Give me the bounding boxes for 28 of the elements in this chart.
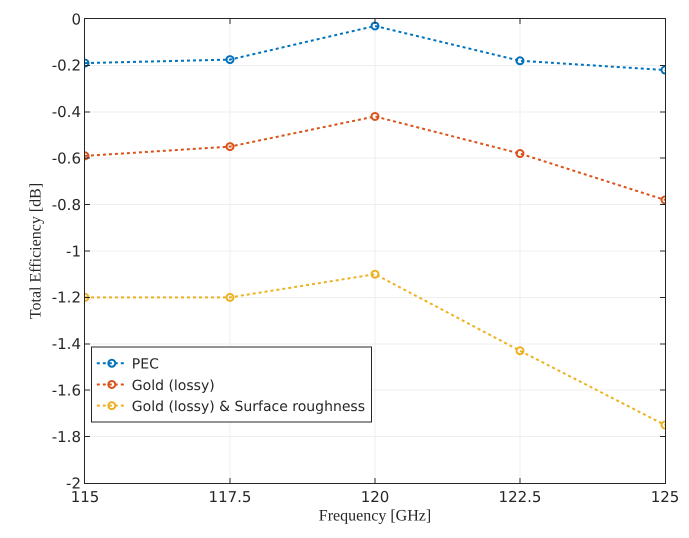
legend-label: Gold (lossy) & Surface roughness: [132, 399, 366, 416]
point: [370, 21, 380, 30]
y-tick-label: -0.2: [52, 56, 81, 75]
y-axis-title: Total Efficiency [dB]: [28, 182, 45, 320]
point: [370, 270, 380, 279]
point: [516, 149, 524, 158]
y-tick-label: -1: [66, 242, 81, 260]
x-tick-label: 120: [360, 488, 390, 506]
x-tick-label: 117.5: [208, 488, 252, 506]
point: [516, 346, 524, 356]
x-tick-label: 125: [650, 488, 680, 506]
point: [226, 55, 234, 64]
x-axis-title: Frequency [GHz]: [318, 508, 432, 525]
point: [516, 56, 524, 66]
point: [226, 142, 234, 152]
y-tick-label: -0.6: [52, 149, 81, 168]
point: [226, 292, 234, 302]
legend-label: PEC: [132, 356, 160, 373]
x-tick-label: 122.5: [498, 488, 542, 506]
y-tick-label: -1.6: [52, 381, 81, 400]
y-tick-label: 0: [71, 10, 81, 28]
y-tick-label: -1.4: [52, 335, 81, 354]
y-tick-label: -0.4: [52, 103, 81, 122]
point: [370, 112, 380, 121]
legend-label: Gold (lossy): [132, 378, 215, 394]
y-tick-label: -0.8: [52, 196, 81, 214]
y-tick-label: -1.2: [52, 288, 81, 307]
y-tick-label: -1.8: [52, 428, 81, 446]
